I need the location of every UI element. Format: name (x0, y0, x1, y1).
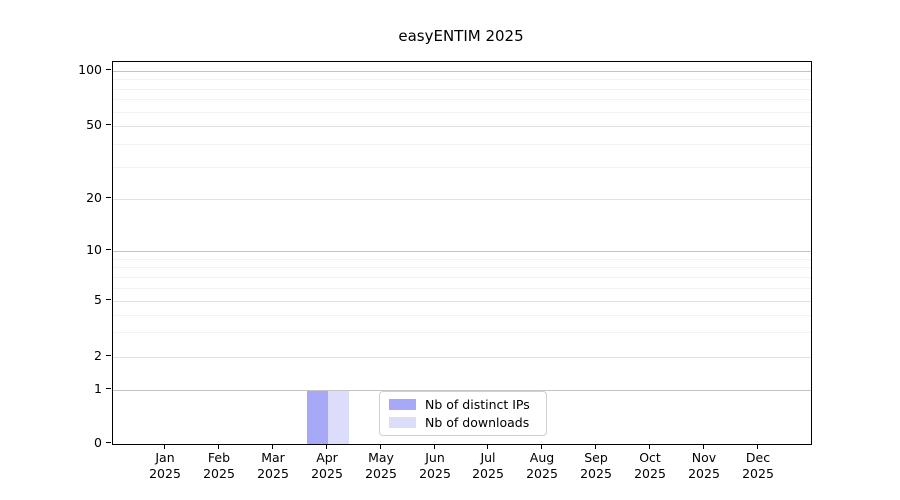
x-tick-label: Oct 2025 (618, 450, 682, 482)
x-tick-mark (218, 444, 220, 449)
y-tick-mark (106, 69, 111, 71)
x-tick-label: Sep 2025 (564, 450, 628, 482)
x-tick-month: Oct (639, 450, 661, 465)
y-tick-mark (106, 249, 111, 251)
x-tick-label: Aug 2025 (510, 450, 574, 482)
y-tick-label: 50 (86, 117, 102, 132)
x-tick-month: Apr (316, 450, 338, 465)
x-tick-label: Mar 2025 (241, 450, 305, 482)
grid-line-minor (113, 79, 811, 80)
x-tick-label: Dec 2025 (726, 450, 790, 482)
x-tick-year: 2025 (688, 466, 720, 481)
y-tick-label: 20 (86, 190, 102, 205)
y-tick-label: 10 (86, 242, 102, 257)
x-tick-year: 2025 (472, 466, 504, 481)
y-tick-mark (106, 355, 111, 357)
x-tick-year: 2025 (419, 466, 451, 481)
grid-line-minor (113, 277, 811, 278)
y-tick-label: 0 (94, 435, 102, 450)
grid-line-minor (113, 89, 811, 90)
x-tick-label: Nov 2025 (672, 450, 736, 482)
x-tick-month: Nov (691, 450, 717, 465)
x-tick-year: 2025 (742, 466, 774, 481)
x-tick-label: Feb 2025 (187, 450, 251, 482)
grid-line-major (113, 301, 811, 302)
x-tick-mark (757, 444, 759, 449)
x-tick-month: Sep (584, 450, 608, 465)
y-tick-label: 5 (94, 292, 102, 307)
x-tick-month: Feb (207, 450, 231, 465)
legend-label: Nb of distinct IPs (425, 397, 530, 412)
grid-line-minor (113, 267, 811, 268)
grid-line-major (113, 71, 811, 72)
x-tick-month: Dec (745, 450, 771, 465)
x-tick-month: May (368, 450, 394, 465)
grid-line-minor (113, 332, 811, 333)
x-tick-year: 2025 (580, 466, 612, 481)
x-tick-year: 2025 (526, 466, 558, 481)
x-tick-month: Jun (425, 450, 445, 465)
x-tick-year: 2025 (149, 466, 181, 481)
legend-label: Nb of downloads (425, 415, 530, 430)
x-tick-year: 2025 (203, 466, 235, 481)
x-tick-month: Jan (155, 450, 175, 465)
bar-distinct-ips-apr (307, 391, 328, 444)
x-tick-label: Apr 2025 (295, 450, 359, 482)
grid-line-minor (113, 144, 811, 145)
x-tick-month: Mar (261, 450, 285, 465)
x-tick-mark (595, 444, 597, 449)
bar-downloads-apr (328, 391, 349, 444)
x-tick-month: Aug (529, 450, 555, 465)
legend-swatch-distinct-ips (389, 399, 416, 410)
y-tick-label: 100 (78, 62, 102, 77)
x-tick-label: Jan 2025 (133, 450, 197, 482)
x-tick-mark (434, 444, 436, 449)
grid-line-minor (113, 167, 811, 168)
x-tick-mark (380, 444, 382, 449)
y-tick-label: 2 (94, 348, 102, 363)
y-tick-mark (106, 299, 111, 301)
x-tick-year: 2025 (311, 466, 343, 481)
y-tick-mark (106, 442, 111, 444)
x-tick-year: 2025 (365, 466, 397, 481)
grid-line-minor (113, 259, 811, 260)
x-tick-mark (649, 444, 651, 449)
x-tick-mark (272, 444, 274, 449)
x-tick-label: May 2025 (349, 450, 413, 482)
x-tick-label: Jul 2025 (456, 450, 520, 482)
grid-line-major (113, 199, 811, 200)
x-tick-year: 2025 (257, 466, 289, 481)
plot-area: Nb of distinct IPs Nb of downloads (112, 61, 812, 445)
x-tick-mark (164, 444, 166, 449)
x-tick-mark (703, 444, 705, 449)
x-tick-label: Jun 2025 (403, 450, 467, 482)
grid-line-major (113, 357, 811, 358)
x-tick-year: 2025 (634, 466, 666, 481)
legend-row: Nb of downloads (386, 415, 540, 430)
grid-line-minor (113, 288, 811, 289)
grid-line-major (113, 126, 811, 127)
x-tick-month: Jul (480, 450, 496, 465)
y-tick-label: 1 (94, 381, 102, 396)
grid-line-major (113, 251, 811, 252)
x-tick-mark (541, 444, 543, 449)
y-tick-mark (106, 197, 111, 199)
grid-line-major (113, 390, 811, 391)
grid-line-minor (113, 99, 811, 100)
grid-line-minor (113, 112, 811, 113)
y-tick-mark (106, 388, 111, 390)
x-tick-mark (326, 444, 328, 449)
legend-swatch-downloads (389, 417, 416, 428)
legend-row: Nb of distinct IPs (386, 397, 540, 412)
y-tick-mark (106, 124, 111, 126)
legend: Nb of distinct IPs Nb of downloads (379, 391, 547, 436)
grid-line-minor (113, 315, 811, 316)
x-tick-mark (487, 444, 489, 449)
chart-title: easyENTIM 2025 (398, 27, 524, 45)
